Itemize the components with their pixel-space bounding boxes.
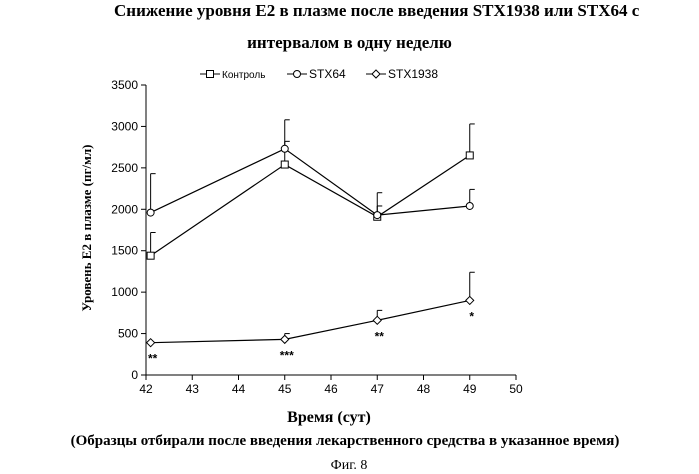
y-tick-label: 3000	[111, 119, 138, 133]
data-point-diamond	[466, 296, 474, 304]
y-tick-label: 2000	[111, 202, 138, 216]
data-point-circle	[281, 145, 288, 152]
x-tick-label: 46	[324, 382, 338, 396]
y-tick-label: 500	[118, 327, 138, 341]
data-point-diamond	[147, 339, 155, 347]
data-point-circle	[147, 209, 154, 216]
series-контроль	[147, 120, 475, 259]
y-axis-label: Уровень Е2 в плазме (пг/мл)	[79, 145, 94, 312]
legend-label: STX64	[309, 67, 346, 81]
y-tick-label: 3500	[111, 78, 138, 92]
x-tick-label: 48	[417, 382, 431, 396]
chart-axes: 4243444546474849500500100015002000250030…	[111, 78, 523, 396]
data-point-circle	[374, 212, 381, 219]
data-point-square	[207, 71, 214, 78]
x-tick-label: 49	[463, 382, 477, 396]
data-point-circle	[294, 71, 301, 78]
series-line	[151, 155, 470, 255]
data-point-square	[466, 152, 473, 159]
legend-label: STX1938	[388, 67, 438, 81]
data-point-diamond	[373, 316, 381, 324]
series-line	[151, 149, 470, 215]
legend-label: Контроль	[222, 70, 265, 81]
data-point-square	[281, 161, 288, 168]
data-point-diamond	[281, 335, 289, 343]
x-tick-label: 45	[278, 382, 292, 396]
y-tick-label: 2500	[111, 161, 138, 175]
x-axis-label: Время (сут)	[287, 409, 371, 426]
sampling-note: (Образцы отбирали после введения лекарст…	[71, 433, 620, 449]
figure-caption: Фиг. 8	[331, 458, 368, 473]
x-tick-label: 43	[186, 382, 200, 396]
chart-series: ********	[147, 120, 475, 366]
significance-mark: **	[148, 352, 158, 366]
y-tick-label: 1000	[111, 285, 138, 299]
chart-legend: Контроль STX64 STX1938	[200, 67, 438, 81]
data-point-diamond	[372, 70, 380, 78]
data-point-square	[147, 252, 154, 259]
x-tick-label: 44	[232, 382, 246, 396]
series-line	[151, 300, 470, 342]
significance-mark: **	[375, 329, 385, 343]
legend-item-stx64: STX64	[287, 67, 346, 81]
x-tick-label: 50	[509, 382, 523, 396]
x-tick-label: 47	[371, 382, 385, 396]
series-stx1938	[147, 272, 475, 346]
legend-item-stx1938: STX1938	[366, 67, 438, 81]
legend-item-контроль: Контроль	[200, 70, 265, 81]
significance-mark: ***	[280, 348, 294, 362]
y-tick-label: 0	[131, 368, 138, 382]
y-tick-label: 1500	[111, 244, 138, 258]
x-tick-label: 42	[139, 382, 153, 396]
significance-mark: *	[469, 309, 474, 323]
data-point-circle	[466, 202, 473, 209]
